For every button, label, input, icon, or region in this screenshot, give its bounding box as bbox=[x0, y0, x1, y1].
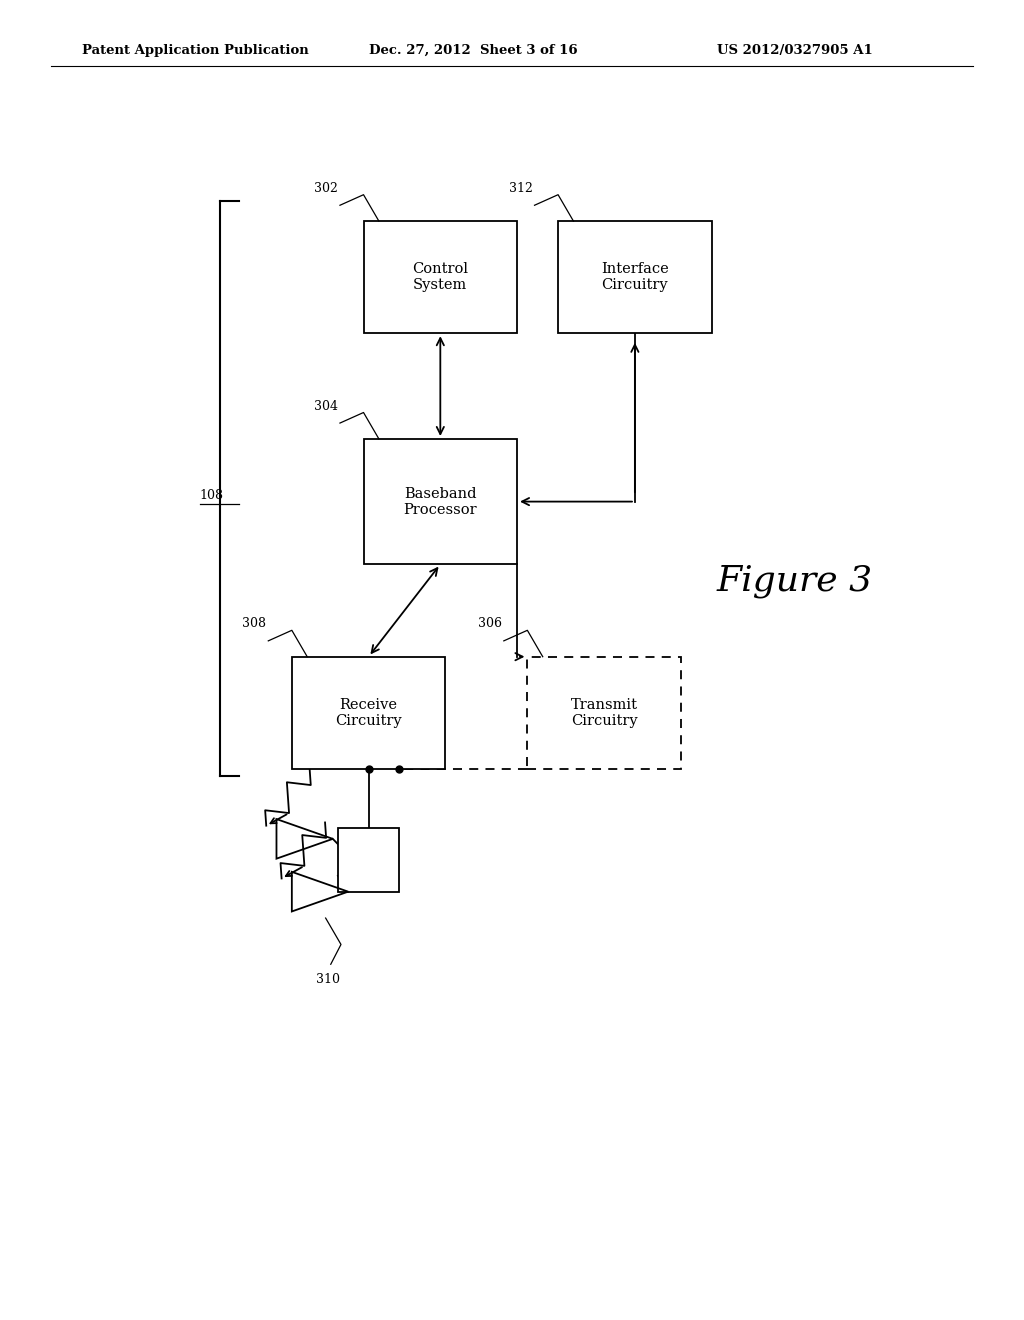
Bar bbox=[364, 220, 517, 333]
Text: 312: 312 bbox=[509, 182, 532, 195]
Text: Patent Application Publication: Patent Application Publication bbox=[82, 44, 308, 57]
Text: Figure 3: Figure 3 bbox=[717, 564, 872, 598]
Text: 302: 302 bbox=[314, 182, 338, 195]
Text: Control
System: Control System bbox=[413, 263, 468, 292]
Bar bbox=[527, 656, 681, 768]
Bar bbox=[292, 656, 445, 768]
Text: 108: 108 bbox=[200, 488, 223, 502]
Text: US 2012/0327905 A1: US 2012/0327905 A1 bbox=[717, 44, 872, 57]
Text: 306: 306 bbox=[478, 618, 502, 630]
Text: Receive
Circuitry: Receive Circuitry bbox=[335, 698, 402, 727]
Text: Baseband
Processor: Baseband Processor bbox=[403, 487, 477, 516]
Bar bbox=[364, 438, 517, 565]
Bar bbox=[338, 829, 399, 892]
Bar bbox=[558, 220, 712, 333]
Text: Dec. 27, 2012  Sheet 3 of 16: Dec. 27, 2012 Sheet 3 of 16 bbox=[369, 44, 578, 57]
Text: 310: 310 bbox=[315, 973, 340, 986]
Text: 308: 308 bbox=[243, 618, 266, 630]
Text: Transmit
Circuitry: Transmit Circuitry bbox=[570, 698, 638, 727]
Text: Interface
Circuitry: Interface Circuitry bbox=[601, 263, 669, 292]
Text: 304: 304 bbox=[314, 400, 338, 412]
